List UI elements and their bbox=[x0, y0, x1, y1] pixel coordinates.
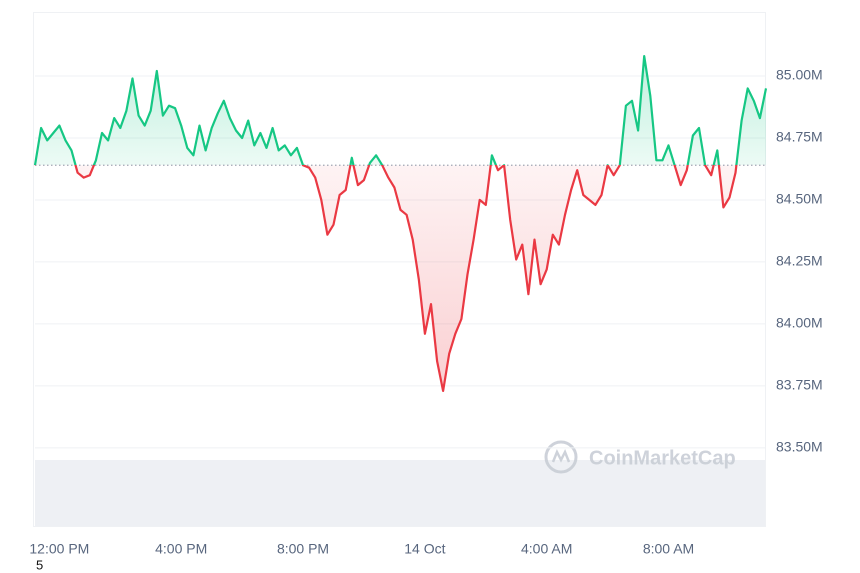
y-tick-label: 83.75M bbox=[776, 377, 823, 393]
watermark-text: CoinMarketCap bbox=[589, 447, 736, 469]
volume-area bbox=[35, 460, 766, 526]
footnote: 5 bbox=[36, 557, 43, 572]
x-tick-label: 8:00 AM bbox=[643, 541, 694, 557]
x-tick-label: 4:00 AM bbox=[521, 541, 572, 557]
x-tick-label: 12:00 PM bbox=[29, 541, 89, 557]
watermark: CoinMarketCap bbox=[544, 440, 736, 474]
x-tick-label: 8:00 PM bbox=[277, 541, 329, 557]
y-tick-label: 84.25M bbox=[776, 253, 823, 269]
area bbox=[35, 56, 766, 391]
watermark-logo bbox=[544, 440, 578, 474]
y-tick-label: 83.50M bbox=[776, 439, 823, 455]
watermark-logo-mark bbox=[551, 448, 571, 463]
x-tick-label: 4:00 PM bbox=[155, 541, 207, 557]
y-tick-label: 84.50M bbox=[776, 191, 823, 207]
plot-frame bbox=[33, 12, 766, 527]
y-tick-label: 84.75M bbox=[776, 129, 823, 145]
y-tick-label: 85.00M bbox=[776, 67, 823, 83]
y-tick-label: 84.00M bbox=[776, 315, 823, 331]
price-line bbox=[33, 55, 768, 392]
x-tick-label: 14 Oct bbox=[404, 541, 445, 557]
